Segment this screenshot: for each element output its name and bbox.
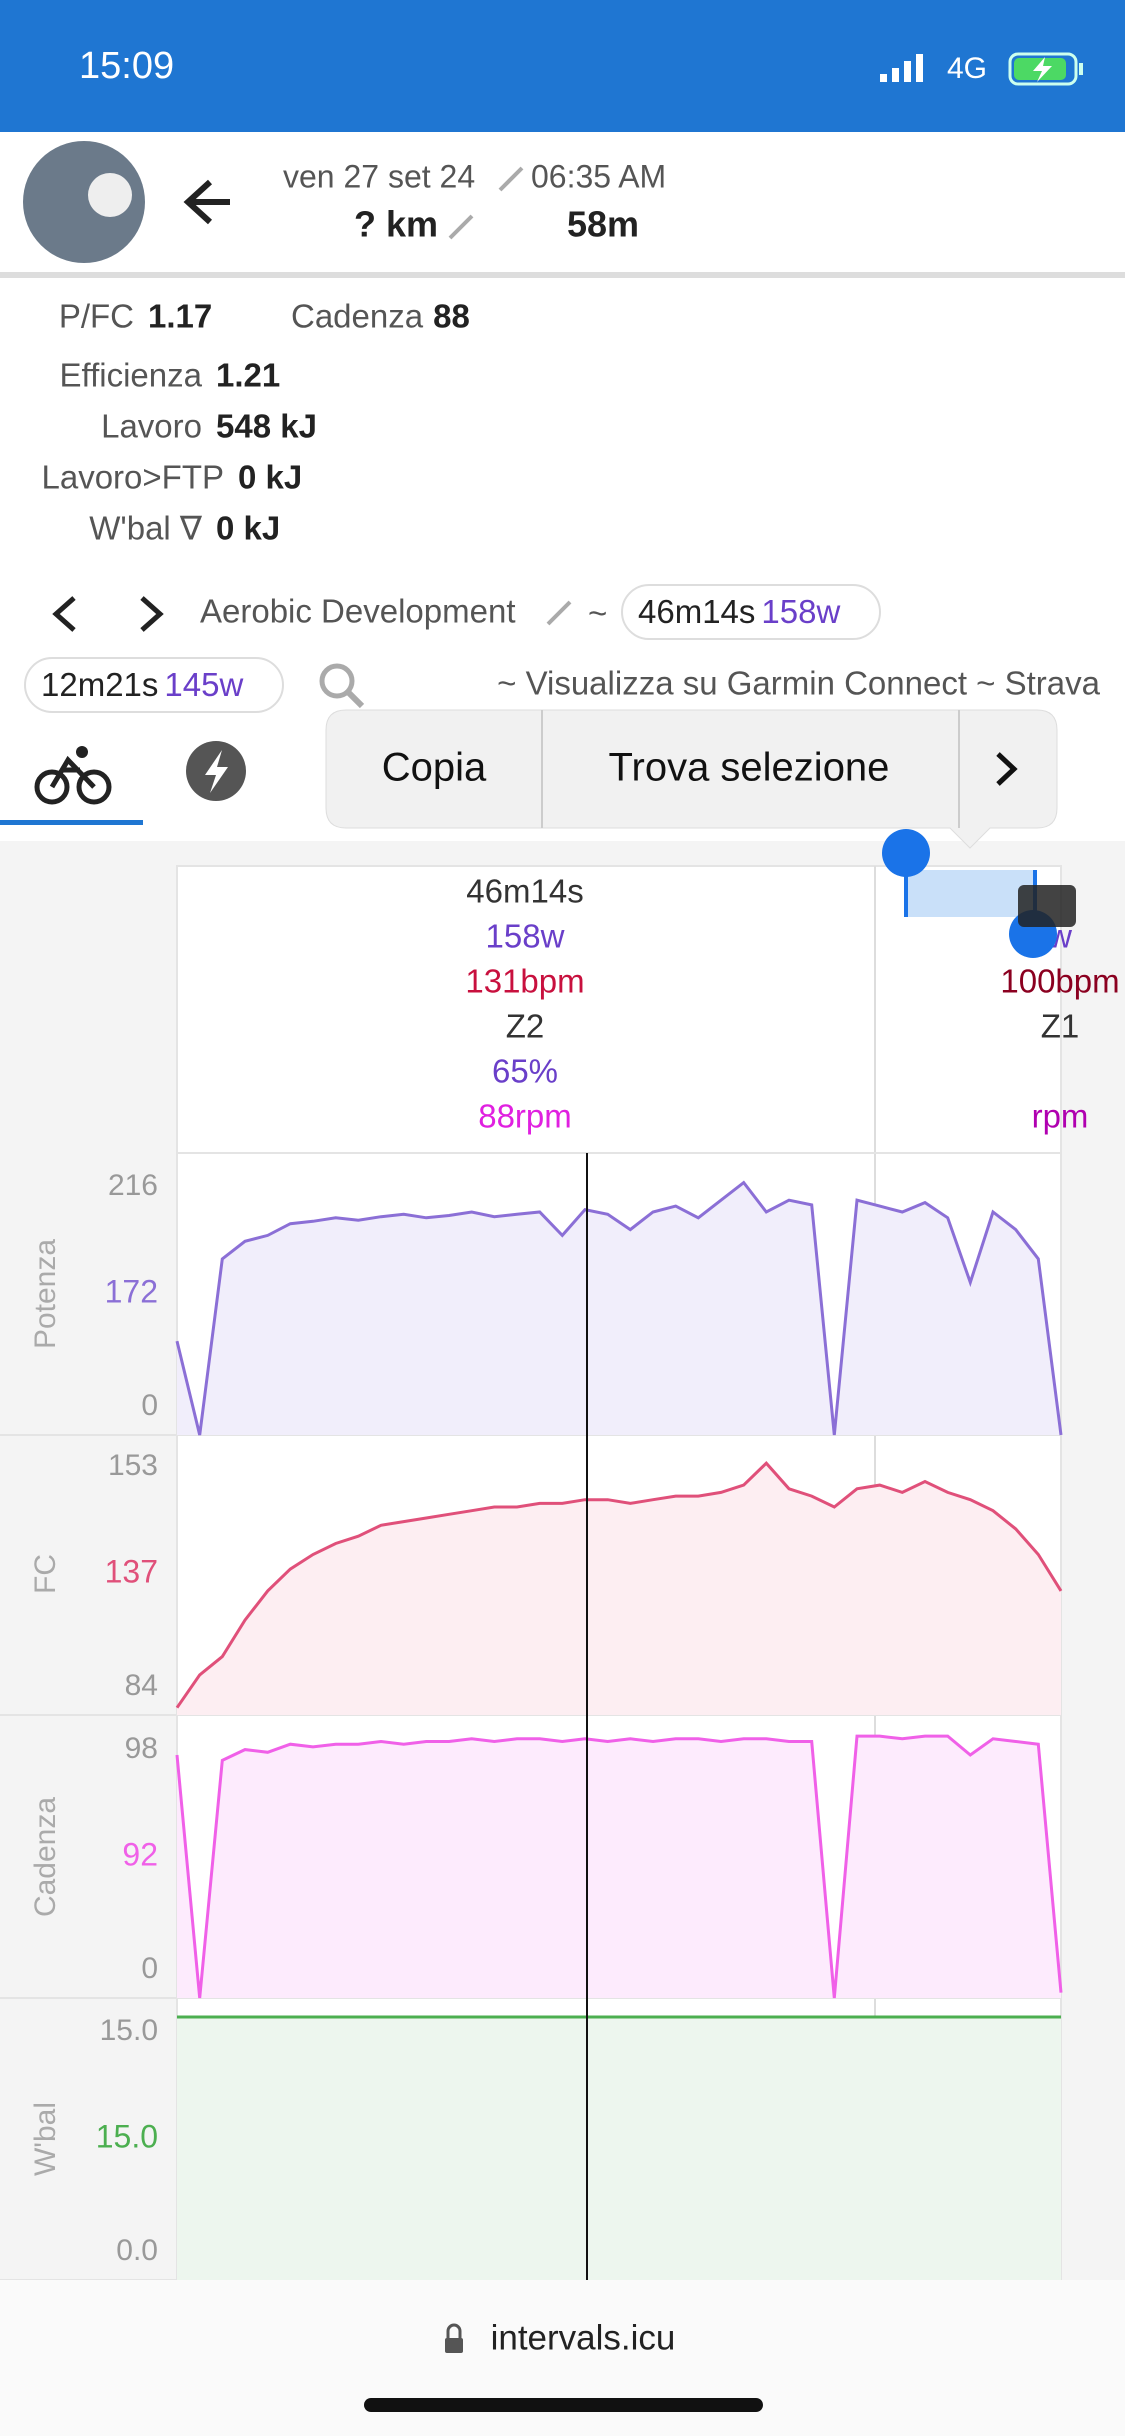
interval-name[interactable]: Aerobic Development xyxy=(200,593,516,630)
context-menu: Copia Trova selezione xyxy=(325,709,1058,849)
interval-pill-text: 12m21s 145w xyxy=(41,666,243,703)
axis-title: Cadenza xyxy=(29,1797,62,1917)
url[interactable]: intervals.icu xyxy=(491,2318,676,2357)
avatar[interactable] xyxy=(23,141,145,263)
y-label-min: 84 xyxy=(125,1669,158,1702)
y-label-max: 153 xyxy=(108,1449,158,1482)
avatar-detail xyxy=(88,173,132,217)
battery-icon xyxy=(1008,52,1083,86)
browser-bar xyxy=(0,2280,1125,2436)
header xyxy=(0,132,1125,277)
stat-label: W'bal ∇ xyxy=(89,510,203,547)
pill-duration: 46m14s xyxy=(638,593,755,630)
tooltip-line: 131bpm xyxy=(465,963,584,1000)
series-line xyxy=(175,1461,1063,1709)
stat-label: Lavoro xyxy=(101,408,202,445)
date: ven 27 set 24 xyxy=(283,158,475,194)
stat-value: 0 kJ xyxy=(238,459,302,496)
y-label-max: 216 xyxy=(108,1169,158,1202)
tooltip-line: rpm xyxy=(1032,1098,1089,1135)
y-label-avg: 92 xyxy=(122,1836,158,1872)
next-interval[interactable] xyxy=(140,596,164,632)
stat-value: 548 kJ xyxy=(216,408,317,445)
y-label-avg: 15.0 xyxy=(96,2118,158,2154)
network: 4G xyxy=(947,52,987,85)
y-label-avg: 172 xyxy=(105,1273,158,1309)
area-fill xyxy=(177,1736,1061,1998)
area-fill xyxy=(177,1182,1061,1435)
stat-value: 88 xyxy=(433,298,470,335)
y-label-max: 15.0 xyxy=(100,2014,158,2047)
pill-power: 145w xyxy=(164,666,243,703)
interval-pill[interactable] xyxy=(621,584,881,640)
signal-icon xyxy=(880,54,923,82)
y-label-min: 0.0 xyxy=(116,2234,158,2267)
stat-label: Lavoro>FTP xyxy=(42,459,225,496)
y-label-max: 98 xyxy=(125,1732,158,1765)
y-label-avg: 137 xyxy=(105,1553,158,1589)
tooltip-line: 158w xyxy=(486,918,565,955)
series-line xyxy=(175,1734,1063,1999)
tab-indicator xyxy=(0,820,143,825)
stat-label: P/FC xyxy=(59,298,134,335)
bike-tab[interactable] xyxy=(34,746,112,805)
axis-title: Potenza xyxy=(29,1239,62,1349)
home-indicator xyxy=(364,2398,763,2412)
edit-icon[interactable] xyxy=(546,600,572,626)
area-fill xyxy=(177,2017,1061,2280)
stats: P/FC 1.17 Cadenza 88 Efficienza 1.21 Lavoro 548… xyxy=(42,298,470,547)
tooltip-line: Z2 xyxy=(506,1008,545,1045)
external-links[interactable]: ~ Visualizza su Garmin Connect ~ Strava xyxy=(497,665,1100,702)
distance: ? km xyxy=(354,204,438,245)
menu-more[interactable] xyxy=(996,752,1018,786)
duration: 58m xyxy=(567,204,639,245)
clock: 15:09 xyxy=(79,45,174,87)
stat-label: Efficienza xyxy=(60,357,203,394)
back-button[interactable] xyxy=(183,179,230,225)
tooltip-line: 46m14s xyxy=(466,873,583,910)
start-time: 06:35 AM xyxy=(531,158,666,194)
stat-value: 0 kJ xyxy=(216,510,280,547)
axis-title: FC xyxy=(29,1554,62,1594)
status-bar xyxy=(0,0,1125,132)
interval-pill[interactable] xyxy=(24,657,284,713)
tooltip-line: 65% xyxy=(492,1053,558,1090)
stat-value: 1.17 xyxy=(148,298,212,335)
header-shadow xyxy=(0,272,1125,278)
tooltip-line: 88rpm xyxy=(478,1098,572,1135)
power-tab[interactable] xyxy=(186,741,246,801)
tooltip-line: 100bpm xyxy=(1000,963,1119,1000)
lock-icon xyxy=(445,2323,463,2353)
pill-power: 158w xyxy=(761,593,840,630)
y-label-min: 0 xyxy=(141,1952,158,1985)
tooltip-line: Z1 xyxy=(1041,1008,1080,1045)
axis-title: W'bal xyxy=(29,2102,62,2176)
stat-label: Cadenza xyxy=(291,298,424,335)
pill-duration: 12m21s xyxy=(41,666,158,703)
charts: 216 172 0 Potenza 153 137 84 FC 98 92 0 Cadenza 15.0… xyxy=(0,1169,1063,2281)
edit-icon[interactable] xyxy=(498,166,524,192)
menu-item[interactable]: Copia xyxy=(382,746,487,790)
area-fill xyxy=(177,1463,1061,1715)
search-icon[interactable] xyxy=(319,663,365,709)
selection[interactable] xyxy=(882,829,1076,958)
y-label-min: 0 xyxy=(141,1389,158,1422)
series-line xyxy=(175,1180,1063,1436)
interval-pill-text: 46m14s 158w xyxy=(638,593,840,630)
edit-icon[interactable] xyxy=(448,214,474,240)
stat-value: 1.21 xyxy=(216,357,280,394)
menu-item[interactable]: Trova selezione xyxy=(609,746,890,790)
separator: ~ xyxy=(588,595,607,632)
prev-interval[interactable] xyxy=(52,596,76,632)
